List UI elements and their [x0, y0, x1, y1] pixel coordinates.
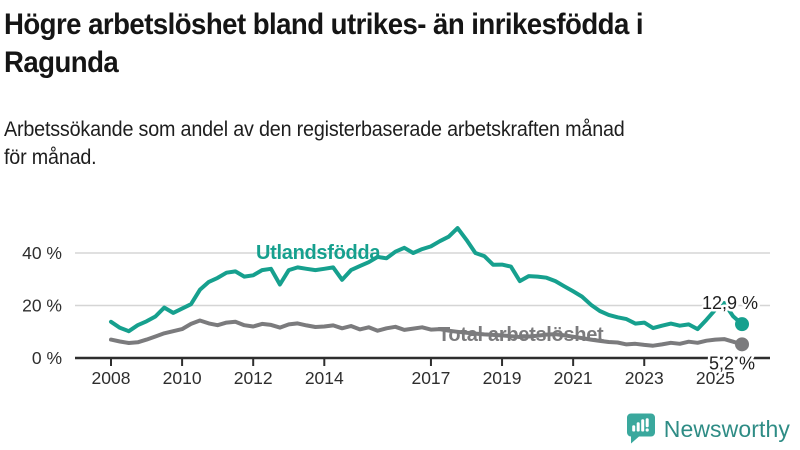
page-title: Högre arbetslöshet bland utrikes- än inr…: [4, 6, 777, 82]
exclamation-dot: [645, 428, 649, 432]
series-line-total: [109, 318, 744, 348]
bar-2: [636, 422, 640, 432]
page-title-line1: Högre arbetslöshet bland utrikes- än inr…: [4, 8, 644, 41]
chart-subtitle: Arbetssökande som andel av den registerb…: [4, 116, 737, 172]
speech-bubble-shape: [626, 413, 655, 444]
series-label-total: Total arbetslöshet: [438, 324, 604, 346]
series-label-utlandsfodda: Utlandsfödda: [256, 242, 381, 264]
bar-3: [640, 419, 644, 432]
chart-subtitle-line1: Arbetssökande som andel av den registerb…: [4, 118, 625, 141]
series-line-utlandsfodda: [109, 226, 744, 334]
x-axis: [75, 356, 770, 366]
gridlines: [75, 252, 770, 307]
newsworthy-wordmark: Newsworthy: [663, 415, 790, 442]
x-tick-label-2014: 2014: [305, 368, 344, 388]
x-tick-label-2023: 2023: [625, 368, 664, 388]
x-tick-label-2021: 2021: [554, 368, 593, 388]
x-tick-label-2025: 2025: [696, 368, 735, 388]
x-tick-label-2010: 2010: [163, 368, 202, 388]
series-end-dot-total: [735, 337, 750, 352]
exclamation-bar: [645, 418, 649, 428]
end-value-label-total: 5,2 %: [709, 353, 755, 373]
series-end-dot-utlandsfodda: [735, 317, 750, 332]
series-lines: [109, 226, 750, 352]
x-tick-label-2012: 2012: [234, 368, 273, 388]
newsworthy-logo[interactable]: Newsworthy: [626, 410, 790, 448]
chart-subtitle-line2: för månad.: [4, 146, 97, 169]
y-tick-label-40: 40 %: [22, 243, 62, 263]
x-tick-label-2019: 2019: [483, 368, 522, 388]
page-title-line2: Ragunda: [4, 46, 119, 79]
newsworthy-icon: [626, 413, 655, 444]
y-tick-label-0: 0 %: [32, 348, 62, 368]
end-value-label-utlandsfodda: 12,9 %: [702, 293, 758, 313]
chart-labels: 0 % 20 % 40 % 2008 2010 2012 2014 2017 2019 2021 2…: [22, 242, 760, 388]
x-tick-label-2008: 2008: [92, 368, 131, 388]
x-tick-label-2017: 2017: [411, 368, 450, 388]
y-tick-label-20: 20 %: [22, 296, 62, 316]
bar-1: [631, 425, 635, 432]
